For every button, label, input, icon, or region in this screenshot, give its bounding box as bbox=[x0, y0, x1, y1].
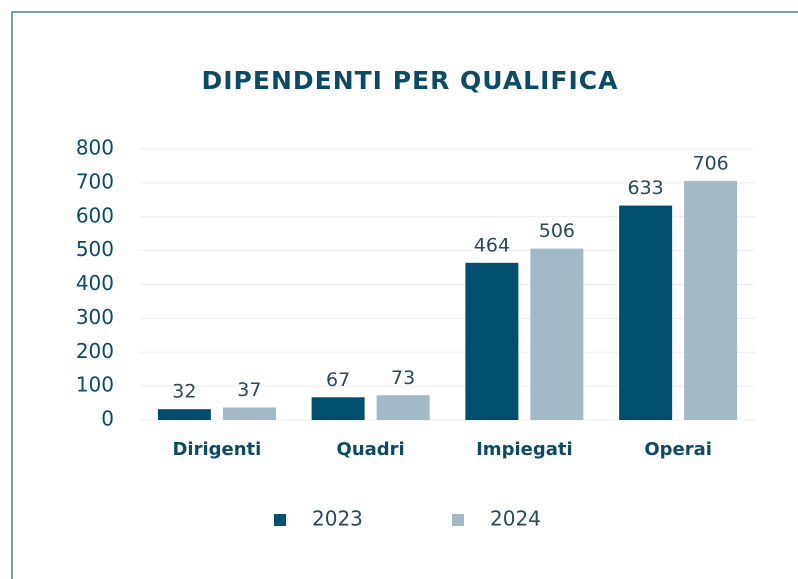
y-tick-label: 800 bbox=[76, 136, 114, 160]
bar bbox=[376, 395, 430, 420]
y-tick-label: 500 bbox=[76, 237, 114, 261]
y-tick-label: 300 bbox=[76, 305, 114, 329]
bar bbox=[619, 205, 673, 420]
x-tick-label: Impiegati bbox=[476, 439, 573, 460]
data-label: 506 bbox=[539, 220, 575, 242]
x-tick-label: Operai bbox=[644, 439, 712, 460]
bar bbox=[684, 180, 738, 420]
frame bbox=[11, 11, 798, 579]
y-tick-label: 400 bbox=[76, 271, 114, 295]
bar bbox=[157, 409, 211, 420]
bar bbox=[530, 248, 584, 420]
y-tick-label: 700 bbox=[76, 169, 114, 193]
data-label: 73 bbox=[391, 367, 415, 389]
y-tick-label: 200 bbox=[76, 339, 114, 363]
data-label: 37 bbox=[237, 379, 261, 401]
legend-marker bbox=[274, 514, 286, 526]
y-tick-label: 100 bbox=[76, 373, 114, 397]
bar bbox=[222, 407, 276, 420]
legend-label: 2024 bbox=[490, 507, 541, 531]
data-label: 706 bbox=[692, 152, 728, 174]
bar bbox=[311, 397, 365, 420]
bar bbox=[465, 262, 519, 420]
y-tick-label: 600 bbox=[76, 203, 114, 227]
x-tick-label: Quadri bbox=[337, 439, 405, 460]
data-label: 633 bbox=[627, 177, 663, 199]
data-label: 32 bbox=[172, 381, 196, 403]
data-label: 67 bbox=[326, 369, 350, 391]
legend-marker bbox=[452, 514, 464, 526]
legend-label: 2023 bbox=[312, 507, 363, 531]
chart-title: DIPENDENTI PER QUALIFICA bbox=[202, 66, 619, 95]
data-label: 464 bbox=[474, 234, 510, 256]
x-tick-label: Dirigenti bbox=[172, 439, 261, 460]
y-tick-label: 0 bbox=[101, 407, 114, 431]
